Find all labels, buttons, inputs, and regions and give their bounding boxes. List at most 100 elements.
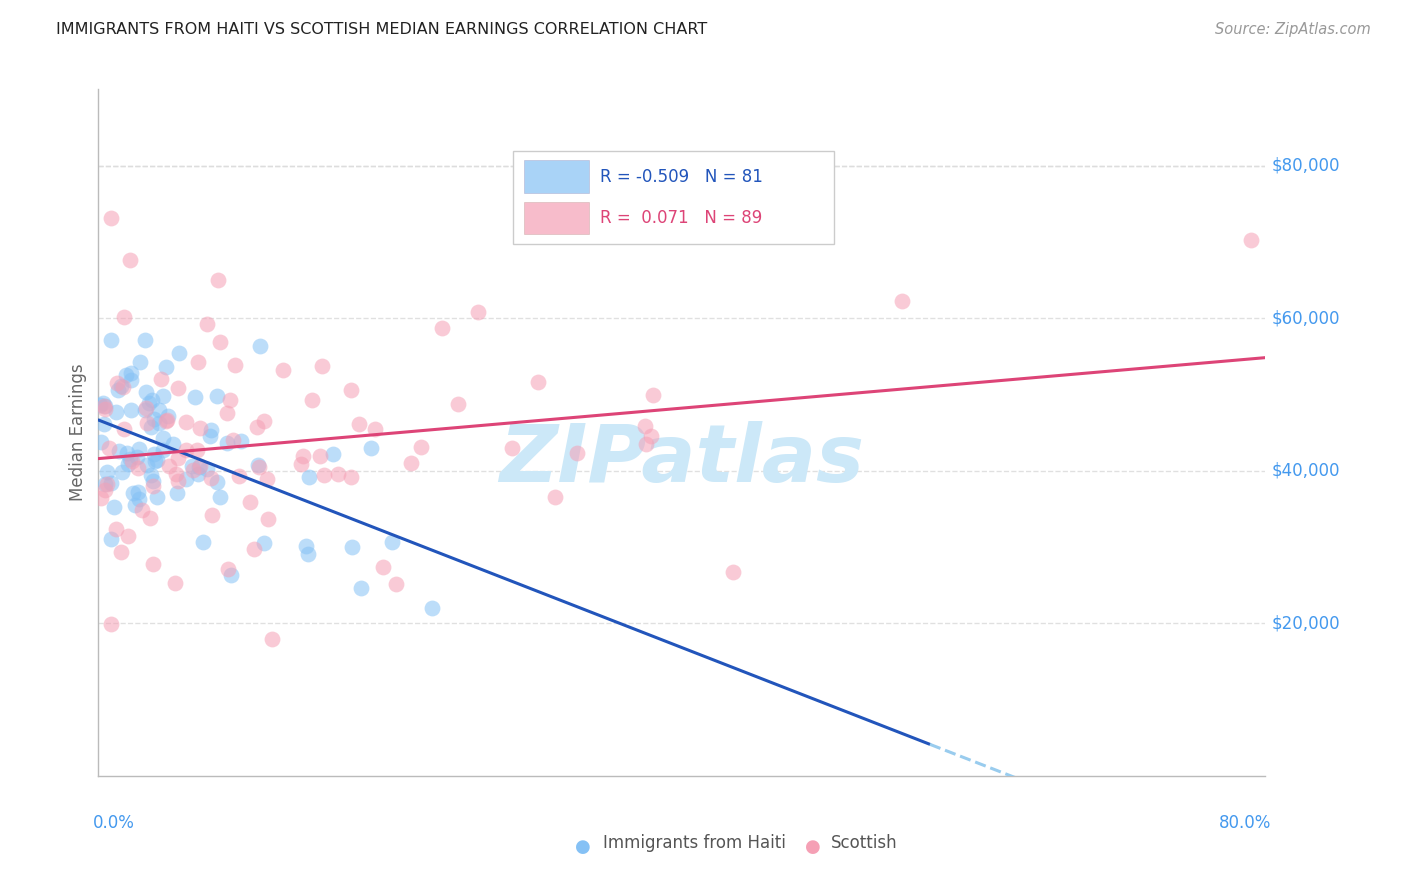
- Text: ●: ●: [575, 838, 591, 855]
- Point: [112, 422, 135, 436]
- Point: [120, 403, 142, 417]
- Point: [195, 462, 218, 476]
- Point: [114, 368, 136, 383]
- Point: [152, 389, 174, 403]
- Point: [105, 376, 128, 390]
- Point: [121, 454, 143, 468]
- Point: [142, 412, 165, 426]
- Point: [721, 565, 744, 579]
- Point: [131, 502, 153, 516]
- Point: [249, 339, 271, 353]
- Point: [90, 491, 112, 505]
- FancyBboxPatch shape: [524, 202, 589, 235]
- Point: [290, 457, 312, 471]
- Text: Immigrants from Haiti: Immigrants from Haiti: [603, 834, 786, 853]
- Point: [447, 397, 470, 411]
- Text: IMMIGRANTS FROM HAITI VS SCOTTISH MEDIAN EARNINGS CORRELATION CHART: IMMIGRANTS FROM HAITI VS SCOTTISH MEDIAN…: [56, 22, 707, 37]
- Point: [89, 398, 111, 412]
- Point: [526, 375, 548, 389]
- Point: [155, 414, 177, 428]
- Text: Source: ZipAtlas.com: Source: ZipAtlas.com: [1215, 22, 1371, 37]
- FancyBboxPatch shape: [513, 151, 834, 244]
- Point: [228, 468, 250, 483]
- Point: [339, 383, 361, 397]
- Point: [134, 334, 156, 348]
- Point: [301, 393, 323, 408]
- Point: [239, 495, 262, 509]
- Point: [134, 403, 156, 417]
- Point: [94, 483, 117, 497]
- Point: [501, 442, 523, 456]
- Point: [217, 562, 239, 576]
- Point: [174, 442, 197, 457]
- Point: [253, 414, 276, 428]
- Point: [207, 273, 229, 287]
- Point: [1240, 233, 1263, 247]
- Point: [322, 447, 344, 461]
- Point: [643, 388, 665, 402]
- Point: [294, 539, 316, 553]
- Text: ZIPatlas: ZIPatlas: [499, 421, 865, 500]
- Point: [135, 385, 157, 400]
- Point: [187, 355, 209, 369]
- Text: 80.0%: 80.0%: [1219, 814, 1271, 832]
- Point: [200, 423, 222, 437]
- Point: [187, 467, 209, 481]
- Point: [381, 534, 404, 549]
- Point: [150, 372, 173, 386]
- Point: [181, 458, 204, 473]
- Point: [100, 211, 122, 225]
- Point: [120, 366, 142, 380]
- Point: [143, 454, 166, 468]
- Point: [127, 484, 149, 499]
- Point: [190, 421, 212, 435]
- Point: [222, 433, 245, 447]
- Point: [117, 457, 139, 471]
- Point: [298, 470, 321, 484]
- Point: [100, 476, 122, 491]
- Point: [143, 447, 166, 461]
- Point: [142, 474, 165, 488]
- Point: [136, 416, 159, 430]
- Point: [640, 429, 662, 443]
- Text: 0.0%: 0.0%: [93, 814, 135, 832]
- Point: [100, 532, 122, 546]
- Point: [136, 458, 159, 473]
- Text: ●: ●: [804, 838, 821, 855]
- Point: [567, 446, 589, 460]
- Point: [312, 468, 335, 483]
- Point: [326, 467, 349, 481]
- Point: [139, 419, 162, 434]
- Point: [891, 294, 914, 309]
- Point: [110, 545, 132, 559]
- Point: [297, 547, 319, 561]
- Point: [360, 442, 382, 456]
- Point: [127, 461, 149, 475]
- Point: [200, 471, 222, 485]
- Point: [120, 373, 142, 387]
- Point: [163, 575, 186, 590]
- Point: [246, 458, 269, 473]
- Point: [96, 465, 118, 479]
- Point: [138, 395, 160, 409]
- Point: [105, 522, 128, 536]
- Point: [219, 392, 242, 407]
- Point: [94, 401, 117, 416]
- Point: [167, 451, 190, 466]
- Point: [166, 486, 188, 500]
- Text: Scottish: Scottish: [831, 834, 898, 853]
- Point: [186, 443, 208, 458]
- Text: R = -0.509   N = 81: R = -0.509 N = 81: [600, 168, 763, 186]
- Point: [152, 432, 174, 446]
- Point: [124, 498, 146, 512]
- Point: [93, 417, 115, 431]
- Point: [208, 334, 231, 349]
- Point: [187, 460, 209, 475]
- FancyBboxPatch shape: [524, 161, 589, 193]
- Point: [191, 535, 214, 549]
- Point: [118, 452, 141, 467]
- Point: [155, 360, 177, 375]
- Point: [156, 409, 179, 423]
- Point: [340, 469, 363, 483]
- Point: [309, 449, 332, 463]
